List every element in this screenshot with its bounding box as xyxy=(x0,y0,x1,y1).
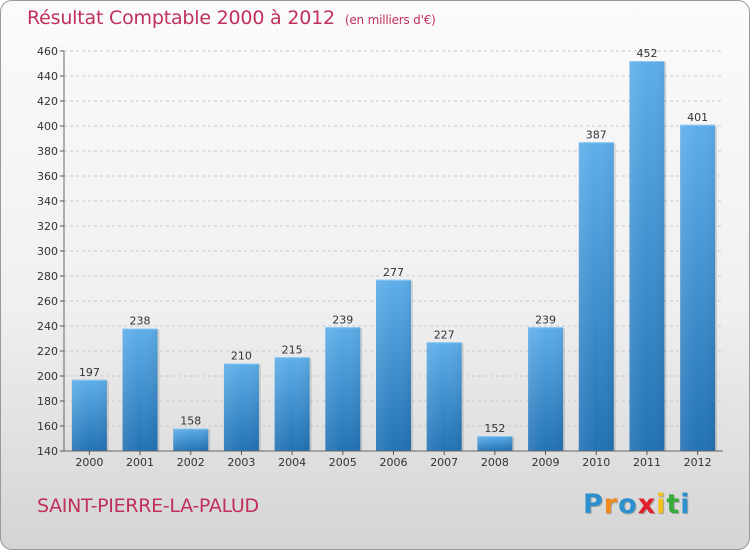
commune-name: SAINT-PIERRE-LA-PALUD xyxy=(37,495,259,517)
y-tick-label: 220 xyxy=(37,345,58,358)
chart-subtitle: (en milliers d'€) xyxy=(344,13,436,27)
bar-highlight xyxy=(376,279,411,451)
y-tick-label: 160 xyxy=(37,420,58,433)
bar-layer: 197 238 158 210 215 239 277 227 152 239 387 452 401 xyxy=(71,47,718,451)
y-tick-label: 400 xyxy=(37,120,58,133)
bar-highlight xyxy=(528,327,564,451)
logo-letter: t xyxy=(666,489,681,520)
bar-highlight xyxy=(680,124,716,451)
bar-highlight xyxy=(426,342,462,451)
y-tick-label: 460 xyxy=(37,45,58,58)
y-tick-label: 180 xyxy=(37,395,58,408)
logo-letter: P xyxy=(583,489,604,520)
x-tick-label: 2009 xyxy=(532,456,560,469)
bar-highlight xyxy=(477,436,513,451)
x-tick-label: 2008 xyxy=(481,456,509,469)
bar-highlight xyxy=(578,142,614,451)
y-tick-label: 140 xyxy=(37,445,58,458)
y-tick-label: 280 xyxy=(37,270,58,283)
data-label: 401 xyxy=(687,111,708,124)
y-tick-label: 340 xyxy=(37,195,58,208)
y-tick-label: 240 xyxy=(37,320,58,333)
chart-title: Résultat Comptable 2000 à 2012 (en millie… xyxy=(27,7,436,29)
data-label: 239 xyxy=(332,313,353,326)
bar-highlight xyxy=(223,363,259,451)
bar-highlight xyxy=(122,328,158,451)
bar-highlight xyxy=(71,379,107,451)
proxiti-logo[interactable]: Proxiti xyxy=(583,489,691,520)
grid-layer xyxy=(64,50,723,452)
y-tick-label: 440 xyxy=(37,70,58,83)
data-label: 197 xyxy=(79,366,100,379)
chart-title-text: Résultat Comptable 2000 à 2012 xyxy=(27,7,335,29)
y-tick-label: 420 xyxy=(37,95,58,108)
y-tick-label: 300 xyxy=(37,245,58,258)
data-label: 277 xyxy=(383,266,404,279)
data-label: 158 xyxy=(180,415,201,428)
x-tick-label: 2010 xyxy=(582,456,610,469)
data-label: 152 xyxy=(484,422,505,435)
logo-letter: i xyxy=(656,489,667,520)
data-label: 238 xyxy=(130,315,151,328)
data-label: 227 xyxy=(434,328,455,341)
logo-letter: i xyxy=(680,489,691,520)
data-label: 452 xyxy=(636,47,657,60)
y-tick-label: 320 xyxy=(37,220,58,233)
bar-highlight xyxy=(629,61,665,451)
x-tick-label: 2006 xyxy=(380,456,408,469)
y-tick-label: 200 xyxy=(37,370,58,383)
x-tick-label: 2001 xyxy=(126,456,154,469)
axis-layer: 140 160 180 200 220 240 260 280 300 320 340 360 380 4… xyxy=(37,45,723,469)
data-label: 239 xyxy=(535,313,556,326)
x-tick-label: 2011 xyxy=(633,456,661,469)
x-tick-label: 2000 xyxy=(75,456,103,469)
x-tick-label: 2012 xyxy=(684,456,712,469)
y-tick-label: 360 xyxy=(37,170,58,183)
logo-letter: x xyxy=(637,489,657,520)
data-label: 215 xyxy=(282,343,303,356)
logo-letter: o xyxy=(618,489,638,520)
y-tick-label: 260 xyxy=(37,295,58,308)
bar-highlight xyxy=(173,428,209,451)
x-tick-label: 2004 xyxy=(278,456,306,469)
bar-highlight xyxy=(274,357,310,451)
y-tick-label: 380 xyxy=(37,145,58,158)
x-tick-label: 2007 xyxy=(430,456,458,469)
x-tick-label: 2005 xyxy=(329,456,357,469)
x-tick-label: 2002 xyxy=(177,456,205,469)
data-label: 387 xyxy=(586,128,607,141)
x-tick-label: 2003 xyxy=(227,456,255,469)
bar-highlight xyxy=(325,327,361,451)
data-label: 210 xyxy=(231,350,252,363)
logo-letter: r xyxy=(603,489,619,520)
